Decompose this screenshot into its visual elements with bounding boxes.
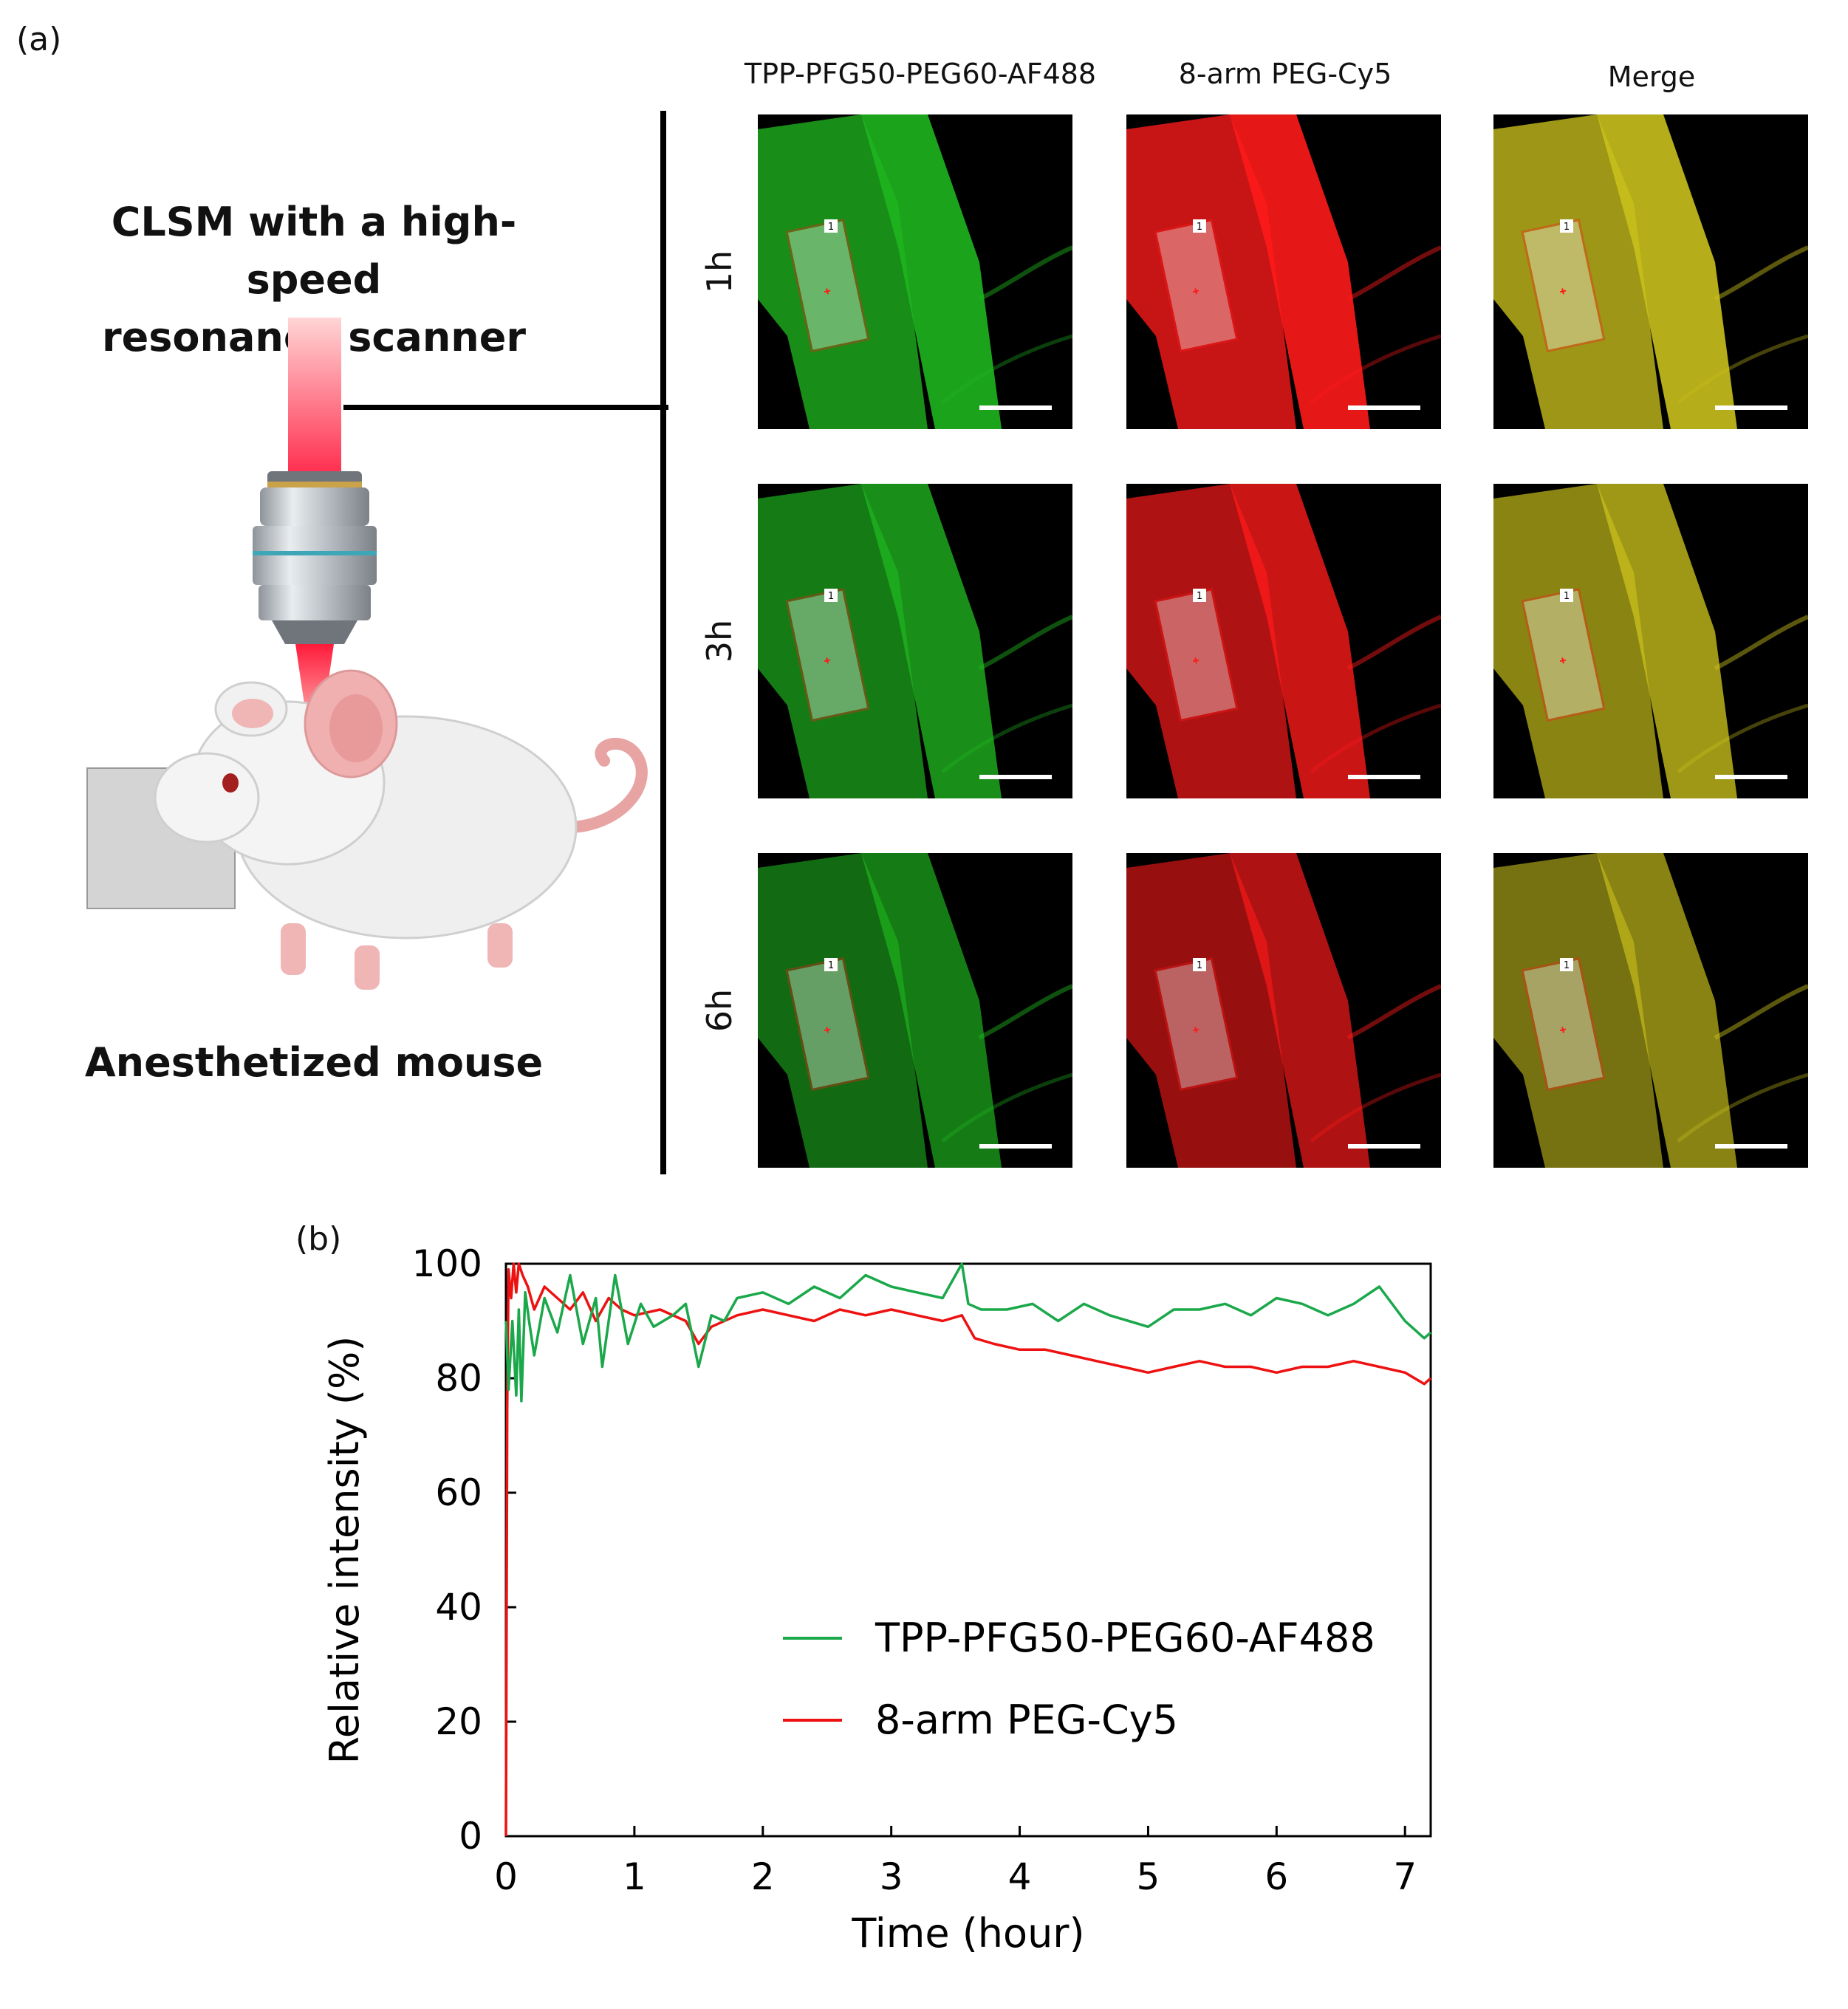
row-label-1h: 1h [699,250,739,294]
laser-beam-top [288,318,341,473]
x-tick-label: 0 [494,1855,518,1898]
mouse-caption: Anesthetized mouse [84,1039,544,1086]
y-axis-title: Relative intensity (%) [321,1336,368,1765]
image-green-3h: 1 [758,484,1072,798]
column-header-green: TPP-PFG50-PEG60-AF488 [744,58,1097,90]
panel-b-label: (b) [295,1220,342,1258]
y-tick-label: 0 [459,1815,482,1858]
column-header-merge: Merge [1607,61,1696,93]
svg-text:1: 1 [1564,591,1570,602]
plot-frame [504,1262,1432,1838]
image-red-6h: 1 [1126,853,1441,1168]
legend-label-red: 8-arm PEG-Cy5 [875,1697,1178,1743]
setup-title-line1: CLSM with a high-speed [111,199,517,303]
x-tick-label: 7 [1393,1855,1417,1898]
image-red-3h: 1 [1126,484,1441,798]
image-merge-1h: 1 [1493,114,1808,429]
setup-illustration [86,318,668,990]
x-tick-label: 5 [1137,1855,1160,1898]
svg-text:1: 1 [828,591,834,602]
intensity-chart: 0 1 2 3 4 5 6 7 0 20 40 60 80 100 Time (hour) Relative … [321,1242,1432,1957]
panel-a-label: (a) [16,21,62,58]
svg-text:1: 1 [1197,960,1202,971]
image-merge-6h: 1 [1493,853,1808,1168]
objective-lens [253,471,377,644]
x-axis-title: Time (hour) [851,1910,1084,1957]
x-tick-label: 2 [751,1855,775,1898]
legend-label-green: TPP-PFG50-PEG60-AF488 [875,1615,1375,1661]
series-line-green [504,1262,1432,1403]
svg-text:1: 1 [828,222,834,233]
mouse-illustration [154,669,648,990]
vertical-divider [660,111,666,1174]
column-header-red: 8-arm PEG-Cy5 [1178,58,1392,90]
series-line-red [504,1262,1432,1837]
x-tick-label: 4 [1008,1855,1032,1898]
x-tick-label: 6 [1264,1855,1288,1898]
svg-text:1: 1 [1197,222,1202,233]
row-label-3h: 3h [699,619,739,663]
svg-text:1: 1 [1564,222,1570,233]
row-label-6h: 6h [699,988,739,1033]
svg-text:1: 1 [1197,591,1202,602]
image-merge-3h: 1 [1493,484,1808,798]
x-tick-label: 1 [623,1855,646,1898]
x-tick-label: 3 [880,1855,903,1898]
svg-text:1: 1 [1564,960,1570,971]
connector-line [343,405,668,410]
y-tick-label: 20 [435,1700,482,1743]
y-tick-label: 40 [435,1586,482,1629]
image-green-1h: 1 [758,114,1072,429]
image-red-1h: 1 [1126,114,1441,429]
y-tick-label: 80 [435,1357,482,1400]
svg-text:1: 1 [828,960,834,971]
image-green-6h: 1 [758,853,1072,1168]
y-tick-label: 100 [412,1242,482,1285]
y-tick-label: 60 [435,1471,482,1514]
